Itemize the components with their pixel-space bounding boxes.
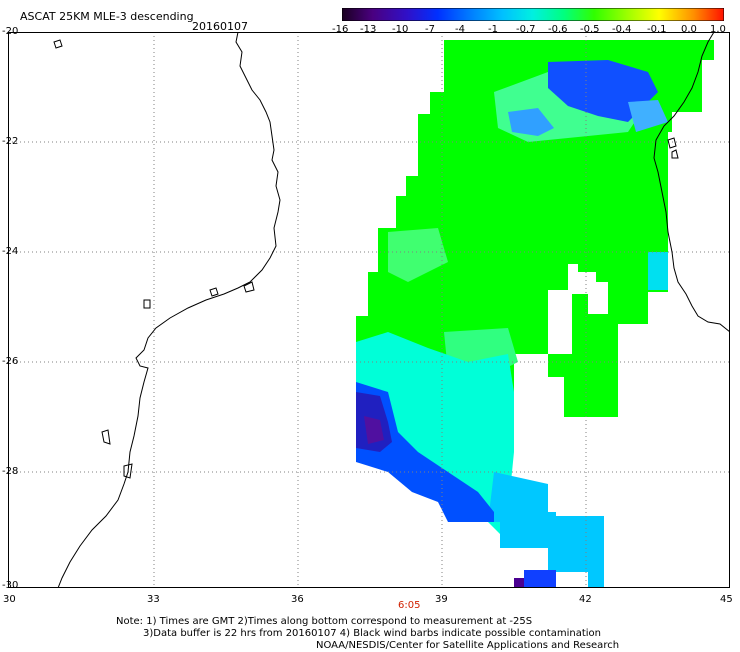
graticule — [8, 32, 730, 588]
swath-light-blue — [508, 108, 554, 136]
lat-tick: -30 — [2, 580, 19, 591]
lon-tick: 42 — [579, 594, 592, 605]
colorbar-label: -16 — [332, 24, 349, 35]
swath-light-blue — [488, 472, 604, 588]
lon-tick: 30 — [3, 594, 16, 605]
note-line-1: Note: 1) Times are GMT 2)Times along bot… — [116, 616, 533, 627]
map-frame — [8, 32, 730, 588]
swath-purple — [364, 416, 384, 444]
colorbar-label: -0.5 — [580, 24, 600, 35]
colorbar-label: -7 — [425, 24, 435, 35]
lat-tick: -28 — [2, 466, 19, 477]
note-line-2: 3)Data buffer is 22 hrs from 20160107 4)… — [143, 628, 601, 639]
colorbar-label: -0.4 — [612, 24, 632, 35]
lat-tick: -22 — [2, 136, 19, 147]
swath-light-blue — [628, 100, 668, 132]
lon-tick: 36 — [291, 594, 304, 605]
colorbar-label: -1 — [488, 24, 498, 35]
swath-blue — [524, 570, 556, 588]
product-date: 20160107 — [192, 20, 248, 33]
lat-tick: -26 — [2, 356, 19, 367]
colorbar-label: -0.6 — [548, 24, 568, 35]
island — [101, 429, 111, 445]
swath-blue — [356, 382, 494, 522]
product-title: ASCAT 25KM MLE-3 descending — [20, 10, 194, 23]
swath-green-area — [356, 40, 714, 452]
pass-time-label: 6:05 — [398, 600, 421, 611]
lon-tick: 39 — [435, 594, 448, 605]
colorbar-gradient — [341, 7, 725, 22]
coastline-madagascar — [653, 32, 730, 333]
colorbar-label: -10 — [392, 24, 409, 35]
island — [667, 137, 677, 149]
wind-map[interactable] — [8, 32, 730, 588]
colorbar-labels: -16 -13 -10 -7 -4 -1 -0.7 -0.6 -0.5 -0.4… — [332, 24, 732, 38]
lon-tick: 45 — [720, 594, 733, 605]
island — [671, 149, 679, 159]
colorbar — [341, 6, 725, 22]
colorbar-label: -4 — [455, 24, 465, 35]
island — [143, 299, 151, 309]
note-line-3: NOAA/NESDIS/Center for Satellite Applica… — [316, 640, 620, 651]
island — [243, 281, 255, 293]
lat-tick: -20 — [2, 26, 19, 37]
colorbar-label: 0.0 — [681, 24, 697, 35]
lon-tick: 33 — [147, 594, 160, 605]
island — [209, 287, 219, 297]
colorbar-label: -13 — [360, 24, 377, 35]
coastline-africa — [57, 32, 281, 588]
swath-gap — [548, 264, 608, 354]
colorbar-label: -0.7 — [516, 24, 536, 35]
swath-cyan — [648, 252, 668, 290]
swath-light-green — [388, 228, 448, 282]
island — [123, 463, 133, 479]
colorbar-label: -0.1 — [647, 24, 667, 35]
colorbar-label: 1.0 — [710, 24, 726, 35]
lat-tick: -24 — [2, 246, 19, 257]
wind-speed-field — [356, 40, 714, 588]
island — [53, 39, 63, 49]
